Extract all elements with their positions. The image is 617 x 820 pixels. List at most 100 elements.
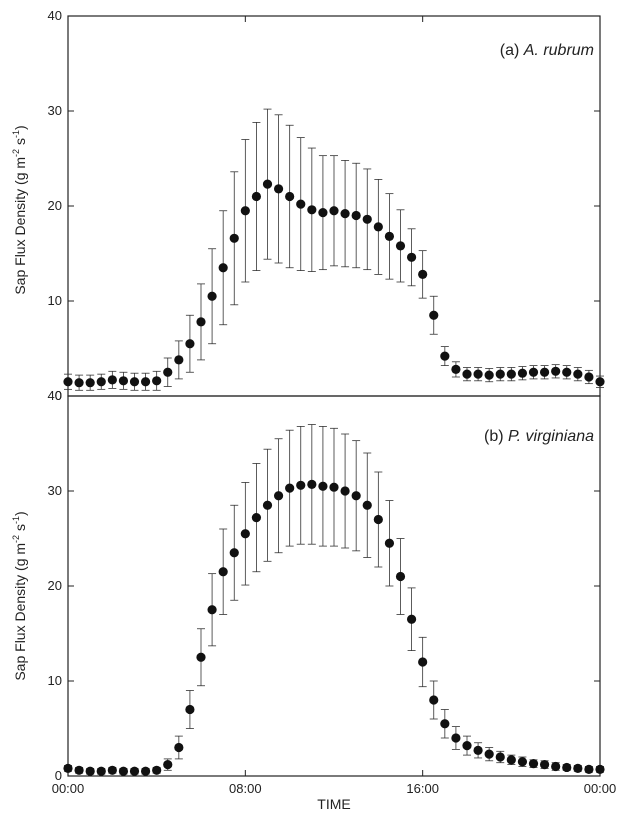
panel-b-data-point xyxy=(285,483,295,493)
panel-a-data-point xyxy=(118,376,129,386)
panel-b-data-point xyxy=(74,765,84,775)
panel-b-data-point xyxy=(562,762,572,773)
panel-b-data-point xyxy=(85,766,95,776)
panel-b-y-tick-label: 40 xyxy=(48,388,62,403)
panel-a-data-point xyxy=(517,368,528,378)
panel-b-data-point xyxy=(584,764,594,774)
panel-a-data-point xyxy=(207,291,217,301)
panel-a-series xyxy=(63,108,605,391)
panel-a-data-point xyxy=(384,231,395,241)
panel-a-data-point xyxy=(373,222,383,232)
panel-a-data-point xyxy=(462,369,472,379)
panel-b-y-axis-title: Sap Flux Density (g m-2 s-1) xyxy=(11,511,28,680)
panel-b-data-point xyxy=(506,755,516,765)
panel-a-data-point xyxy=(74,378,84,388)
panel-b-data-point xyxy=(473,745,483,755)
panel-a-data-point xyxy=(528,367,539,377)
x-tick-label: 00:00 xyxy=(584,781,617,796)
panel-b-data-point xyxy=(495,752,505,762)
panel-b-data-point xyxy=(462,741,472,751)
panel-b-x-ticks: 00:00 08:00 16:00 00:00 xyxy=(52,16,617,796)
panel-b-data-point xyxy=(196,652,206,662)
panel-a-data-point xyxy=(551,366,561,376)
panel-b-series xyxy=(63,424,605,776)
panel-a-data-point xyxy=(506,369,516,379)
panel-b-y-tick-label: 0 xyxy=(55,768,62,783)
panel-b-data-point xyxy=(517,757,528,767)
panel-b-label: (b) P. virginiana xyxy=(484,428,594,445)
panel-b-data-point xyxy=(528,759,539,769)
panel-b-data-point xyxy=(63,763,73,774)
panel-a-data-point xyxy=(362,214,372,224)
panel-a-y-ticks: 0 10 20 30 40 xyxy=(48,8,600,403)
panel-a-data-point xyxy=(285,191,295,202)
panel-a-data-point xyxy=(473,369,483,379)
panel-b-data-point xyxy=(351,491,361,501)
panel-b-data-point xyxy=(395,571,406,582)
x-tick-label: 08:00 xyxy=(229,781,262,796)
panel-a-data-point xyxy=(562,367,572,377)
panel-b-data-point xyxy=(107,765,117,775)
panel-b-data-point xyxy=(329,482,339,492)
panel-a-data-point xyxy=(329,206,339,216)
panel-a-data-point xyxy=(107,375,117,385)
panel-b-data-point xyxy=(174,742,184,753)
panel-a-data-point xyxy=(451,364,461,374)
panel-a-data-point xyxy=(63,377,73,387)
panel-b-data-point xyxy=(384,538,395,548)
panel-a-data-point xyxy=(484,370,494,380)
panel-b-data-point xyxy=(373,514,383,525)
panel-b-data-point xyxy=(152,765,162,775)
x-tick-label: 00:00 xyxy=(52,781,85,796)
panel-a-data-point xyxy=(163,367,173,377)
panel-a: 0 10 20 30 40 (a) A. rubrum Sap Flux Density… xyxy=(11,8,605,403)
panel-b-y-tick-label: 10 xyxy=(48,673,62,688)
panel-a-data-point xyxy=(296,199,306,209)
panel-a-data-point xyxy=(573,369,583,379)
panel-b-data-point xyxy=(207,605,217,615)
panel-a-data-point xyxy=(251,191,262,202)
panel-a-y-tick-label: 20 xyxy=(48,198,62,213)
panel-b-data-point xyxy=(484,749,494,759)
panel-b-data-point xyxy=(96,766,106,776)
panel-a-data-point xyxy=(418,269,428,279)
panel-b-data-point xyxy=(218,567,228,577)
panel-a-data-point xyxy=(85,378,95,388)
panel-b: 0 10 20 30 40 00:00 08:00 16:00 00:00 (b) P. vi… xyxy=(11,16,616,812)
panel-a-data-point xyxy=(152,376,162,386)
panel-a-data-point xyxy=(429,310,439,320)
panel-a-data-point xyxy=(196,317,206,327)
panel-a-y-axis-title: Sap Flux Density (g m-2 s-1) xyxy=(11,125,28,294)
panel-b-y-tick-label: 20 xyxy=(48,578,62,593)
panel-b-data-point xyxy=(307,479,317,489)
panel-b-data-point xyxy=(440,719,450,729)
panel-b-data-point xyxy=(251,513,262,523)
panel-b-data-point xyxy=(240,529,250,539)
panel-a-y-tick-label: 0 xyxy=(55,388,62,403)
panel-b-data-point xyxy=(418,657,428,667)
panel-b-data-point xyxy=(429,695,439,705)
panel-b-data-point xyxy=(229,548,239,558)
panel-a-data-point xyxy=(340,209,350,219)
panel-a-y-tick-label: 40 xyxy=(48,8,62,23)
panel-b-data-point xyxy=(595,764,605,774)
panel-a-data-point xyxy=(229,233,239,243)
panel-a-data-point xyxy=(395,241,406,251)
panel-a-data-point xyxy=(129,377,140,387)
panel-b-y-tick-label: 30 xyxy=(48,483,62,498)
panel-b-data-point xyxy=(573,763,583,774)
panel-a-label: (a) A. rubrum xyxy=(500,42,594,59)
panel-a-data-point xyxy=(185,339,195,349)
panel-b-data-point xyxy=(451,733,461,743)
panel-a-data-point xyxy=(495,369,505,379)
panel-a-data-point xyxy=(262,179,273,189)
panel-a-data-point xyxy=(318,208,328,218)
panel-b-data-point xyxy=(406,614,417,624)
panel-b-data-point xyxy=(118,766,129,776)
panel-b-y-ticks: 0 10 20 30 40 xyxy=(48,388,600,783)
x-tick-label: 16:00 xyxy=(406,781,439,796)
panel-b-data-point xyxy=(129,766,140,776)
panel-b-data-point xyxy=(296,480,306,490)
panel-a-data-point xyxy=(595,377,605,387)
